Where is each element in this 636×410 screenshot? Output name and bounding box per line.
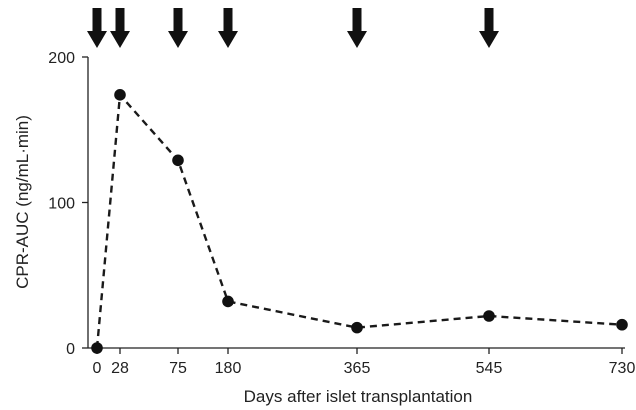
y-tick-label: 100 — [48, 196, 75, 213]
down-arrow-icon — [218, 8, 238, 48]
x-axis-title: Days after islet transplantation — [244, 387, 473, 406]
data-point — [172, 154, 184, 167]
y-ticks: 0 100 200 — [48, 50, 88, 358]
x-tick-label: 730 — [609, 360, 636, 377]
x-tick-label: 180 — [215, 360, 242, 377]
down-arrow-icon — [87, 8, 107, 48]
data-point — [114, 89, 126, 101]
x-tick-label: 0 — [93, 360, 102, 377]
arrow-markers — [87, 8, 499, 48]
down-arrow-icon — [168, 8, 188, 48]
y-axis-title: CPR-AUC (ng/mL·min) — [13, 115, 32, 289]
down-arrow-icon — [110, 8, 130, 48]
data-points — [91, 89, 628, 354]
data-point — [91, 342, 103, 354]
x-ticks: 0 28 75 180 365 545 730 — [93, 348, 636, 377]
data-point — [222, 295, 234, 308]
x-tick-label: 28 — [111, 360, 129, 377]
x-tick-label: 365 — [344, 360, 371, 377]
x-tick-label: 75 — [169, 360, 187, 377]
data-point — [483, 310, 495, 322]
y-tick-label: 200 — [48, 50, 75, 67]
x-tick-label: 545 — [476, 360, 503, 377]
data-point — [616, 318, 628, 331]
series-line — [95, 91, 623, 349]
y-tick-label: 0 — [66, 341, 75, 358]
down-arrow-icon — [479, 8, 499, 48]
down-arrow-icon — [347, 8, 367, 48]
data-point — [351, 321, 363, 334]
